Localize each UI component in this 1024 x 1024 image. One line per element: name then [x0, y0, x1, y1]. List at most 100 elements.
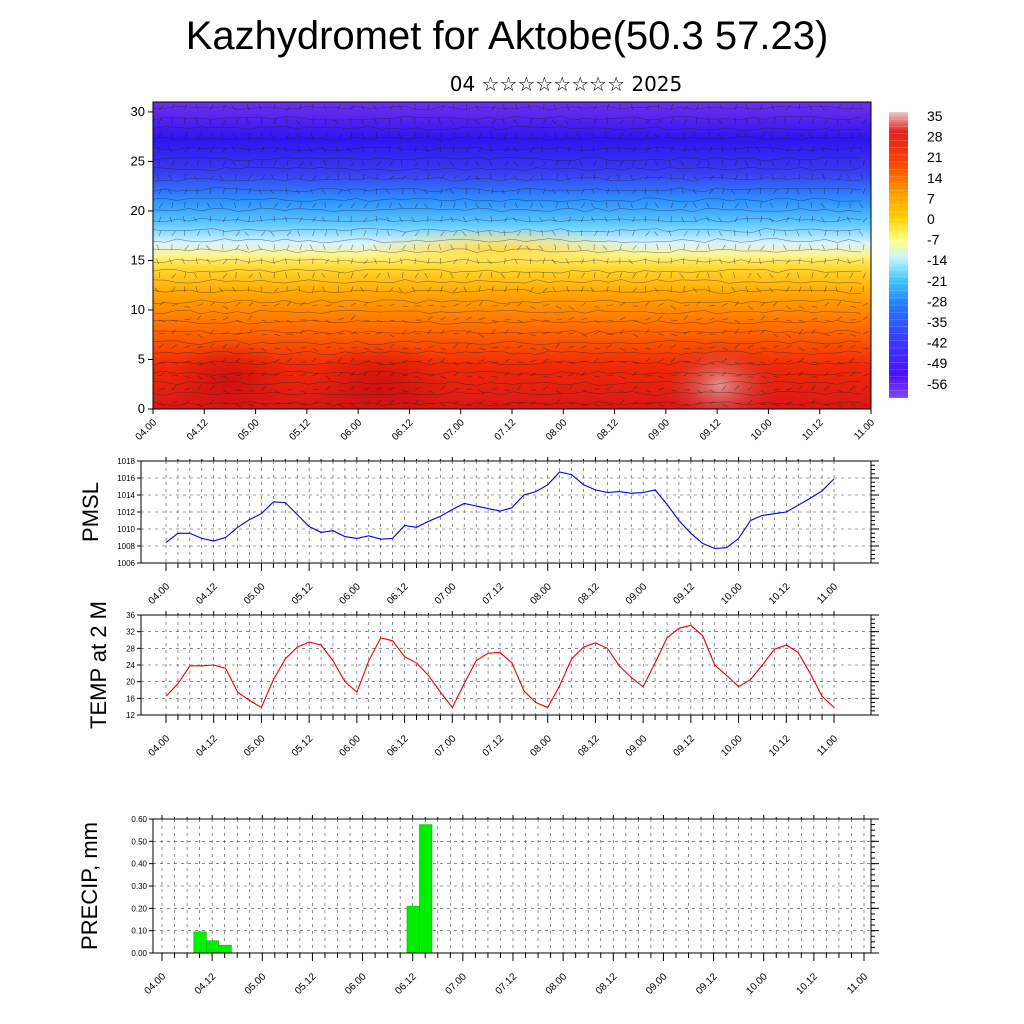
- wind-barb: [811, 118, 815, 125]
- wind-barb: [362, 244, 365, 251]
- wind-barb: [847, 258, 851, 265]
- wind-barb: [450, 244, 454, 251]
- wind-barb: [542, 386, 548, 391]
- wind-barb: [427, 104, 430, 111]
- wind-barb: [270, 132, 275, 139]
- wind-barb: [568, 361, 575, 364]
- wind-barb: [709, 401, 715, 405]
- wind-barb: [401, 272, 404, 279]
- wind-barb: [184, 305, 191, 308]
- wind-barb: [298, 258, 301, 265]
- wind-barb: [325, 175, 330, 181]
- wind-barb: [798, 244, 801, 251]
- wind-barb: [796, 188, 800, 195]
- wind-barb: [478, 400, 485, 405]
- ytick-label: 1006: [117, 559, 135, 568]
- wind-barb: [798, 385, 803, 391]
- wind-barb: [542, 347, 549, 351]
- wind-barb: [837, 403, 843, 408]
- xtick-label: 10.00: [744, 971, 770, 997]
- wind-barb: [783, 174, 787, 181]
- wind-barb: [478, 272, 483, 279]
- wind-barb: [171, 400, 178, 405]
- precip-bar: [218, 944, 232, 954]
- wind-barb: [322, 244, 326, 251]
- wind-barb: [504, 358, 510, 363]
- wind-barb: [745, 118, 749, 125]
- wind-barb: [771, 174, 774, 181]
- wind-barb: [402, 389, 408, 393]
- wind-barb: [734, 174, 738, 181]
- wind-barb: [438, 244, 441, 251]
- wind-barb: [810, 160, 813, 167]
- wind-barb: [361, 104, 365, 111]
- wind-barb: [734, 343, 740, 349]
- wind-barb: [734, 319, 741, 324]
- wind-barb: [798, 286, 802, 293]
- wind-barb: [360, 286, 365, 293]
- wind-barb: [709, 389, 716, 393]
- wind-barb: [414, 175, 419, 181]
- wind-barb: [474, 105, 480, 111]
- wind-barb: [747, 386, 753, 391]
- wind-barb: [747, 375, 754, 378]
- wind-barb: [389, 399, 395, 405]
- wind-barb: [248, 371, 254, 377]
- wind-barb: [453, 258, 458, 265]
- wind-barb: [299, 202, 303, 209]
- wind-barb: [385, 188, 390, 195]
- wind-barb: [797, 202, 800, 209]
- wind-barb: [363, 203, 369, 209]
- wind-barb: [158, 203, 163, 209]
- wind-barb: [490, 271, 493, 279]
- wind-barb: [491, 119, 497, 125]
- wind-barb: [734, 133, 740, 139]
- wind-barb: [632, 230, 635, 237]
- y-axis-label: TEMP at 2 M: [86, 601, 111, 729]
- wind-barb: [488, 230, 493, 237]
- wind-barb: [566, 202, 569, 209]
- xtick-label: 05.12: [290, 733, 316, 759]
- wind-barb: [197, 346, 204, 349]
- wind-barb: [517, 272, 521, 279]
- wind-barb: [568, 346, 575, 349]
- ytick-label: 1018: [117, 457, 135, 466]
- wind-barb: [658, 403, 664, 407]
- wind-barb: [657, 272, 662, 279]
- wind-barb: [389, 105, 394, 111]
- wind-barb: [785, 105, 791, 111]
- wind-barb: [297, 230, 301, 237]
- wind-barb: [683, 304, 690, 307]
- wind-barb: [670, 319, 677, 321]
- wind-barb: [606, 319, 613, 321]
- wind-barb: [594, 319, 600, 324]
- wind-barb: [184, 174, 187, 181]
- wind-barb: [683, 403, 690, 406]
- wind-barb: [773, 118, 777, 125]
- ytick-label: 24: [126, 661, 135, 670]
- wind-barb: [363, 360, 370, 363]
- wind-barb: [453, 202, 456, 209]
- wind-barb: [184, 104, 187, 111]
- heatmap-xtick-label: 10.12: [800, 417, 826, 443]
- wind-barb: [389, 287, 394, 293]
- wind-barb: [731, 286, 736, 293]
- wind-barb: [517, 188, 521, 195]
- wind-barb: [350, 131, 352, 139]
- wind-barb: [619, 375, 626, 379]
- wind-barb: [401, 244, 406, 251]
- wind-barb: [440, 329, 445, 335]
- wind-barb: [450, 216, 454, 223]
- wind-barb: [157, 174, 160, 181]
- wind-streamline: [153, 268, 862, 274]
- y-axis-label: PMSL: [78, 482, 103, 542]
- wind-barb: [630, 174, 633, 181]
- wind-barb: [321, 188, 326, 195]
- wind-barb: [824, 132, 828, 139]
- wind-barb: [605, 160, 608, 167]
- xtick-label: 10.12: [767, 733, 793, 759]
- wind-barb: [760, 329, 766, 335]
- wind-barb: [606, 360, 613, 363]
- wind-barb: [552, 272, 557, 279]
- wind-barb: [581, 360, 588, 363]
